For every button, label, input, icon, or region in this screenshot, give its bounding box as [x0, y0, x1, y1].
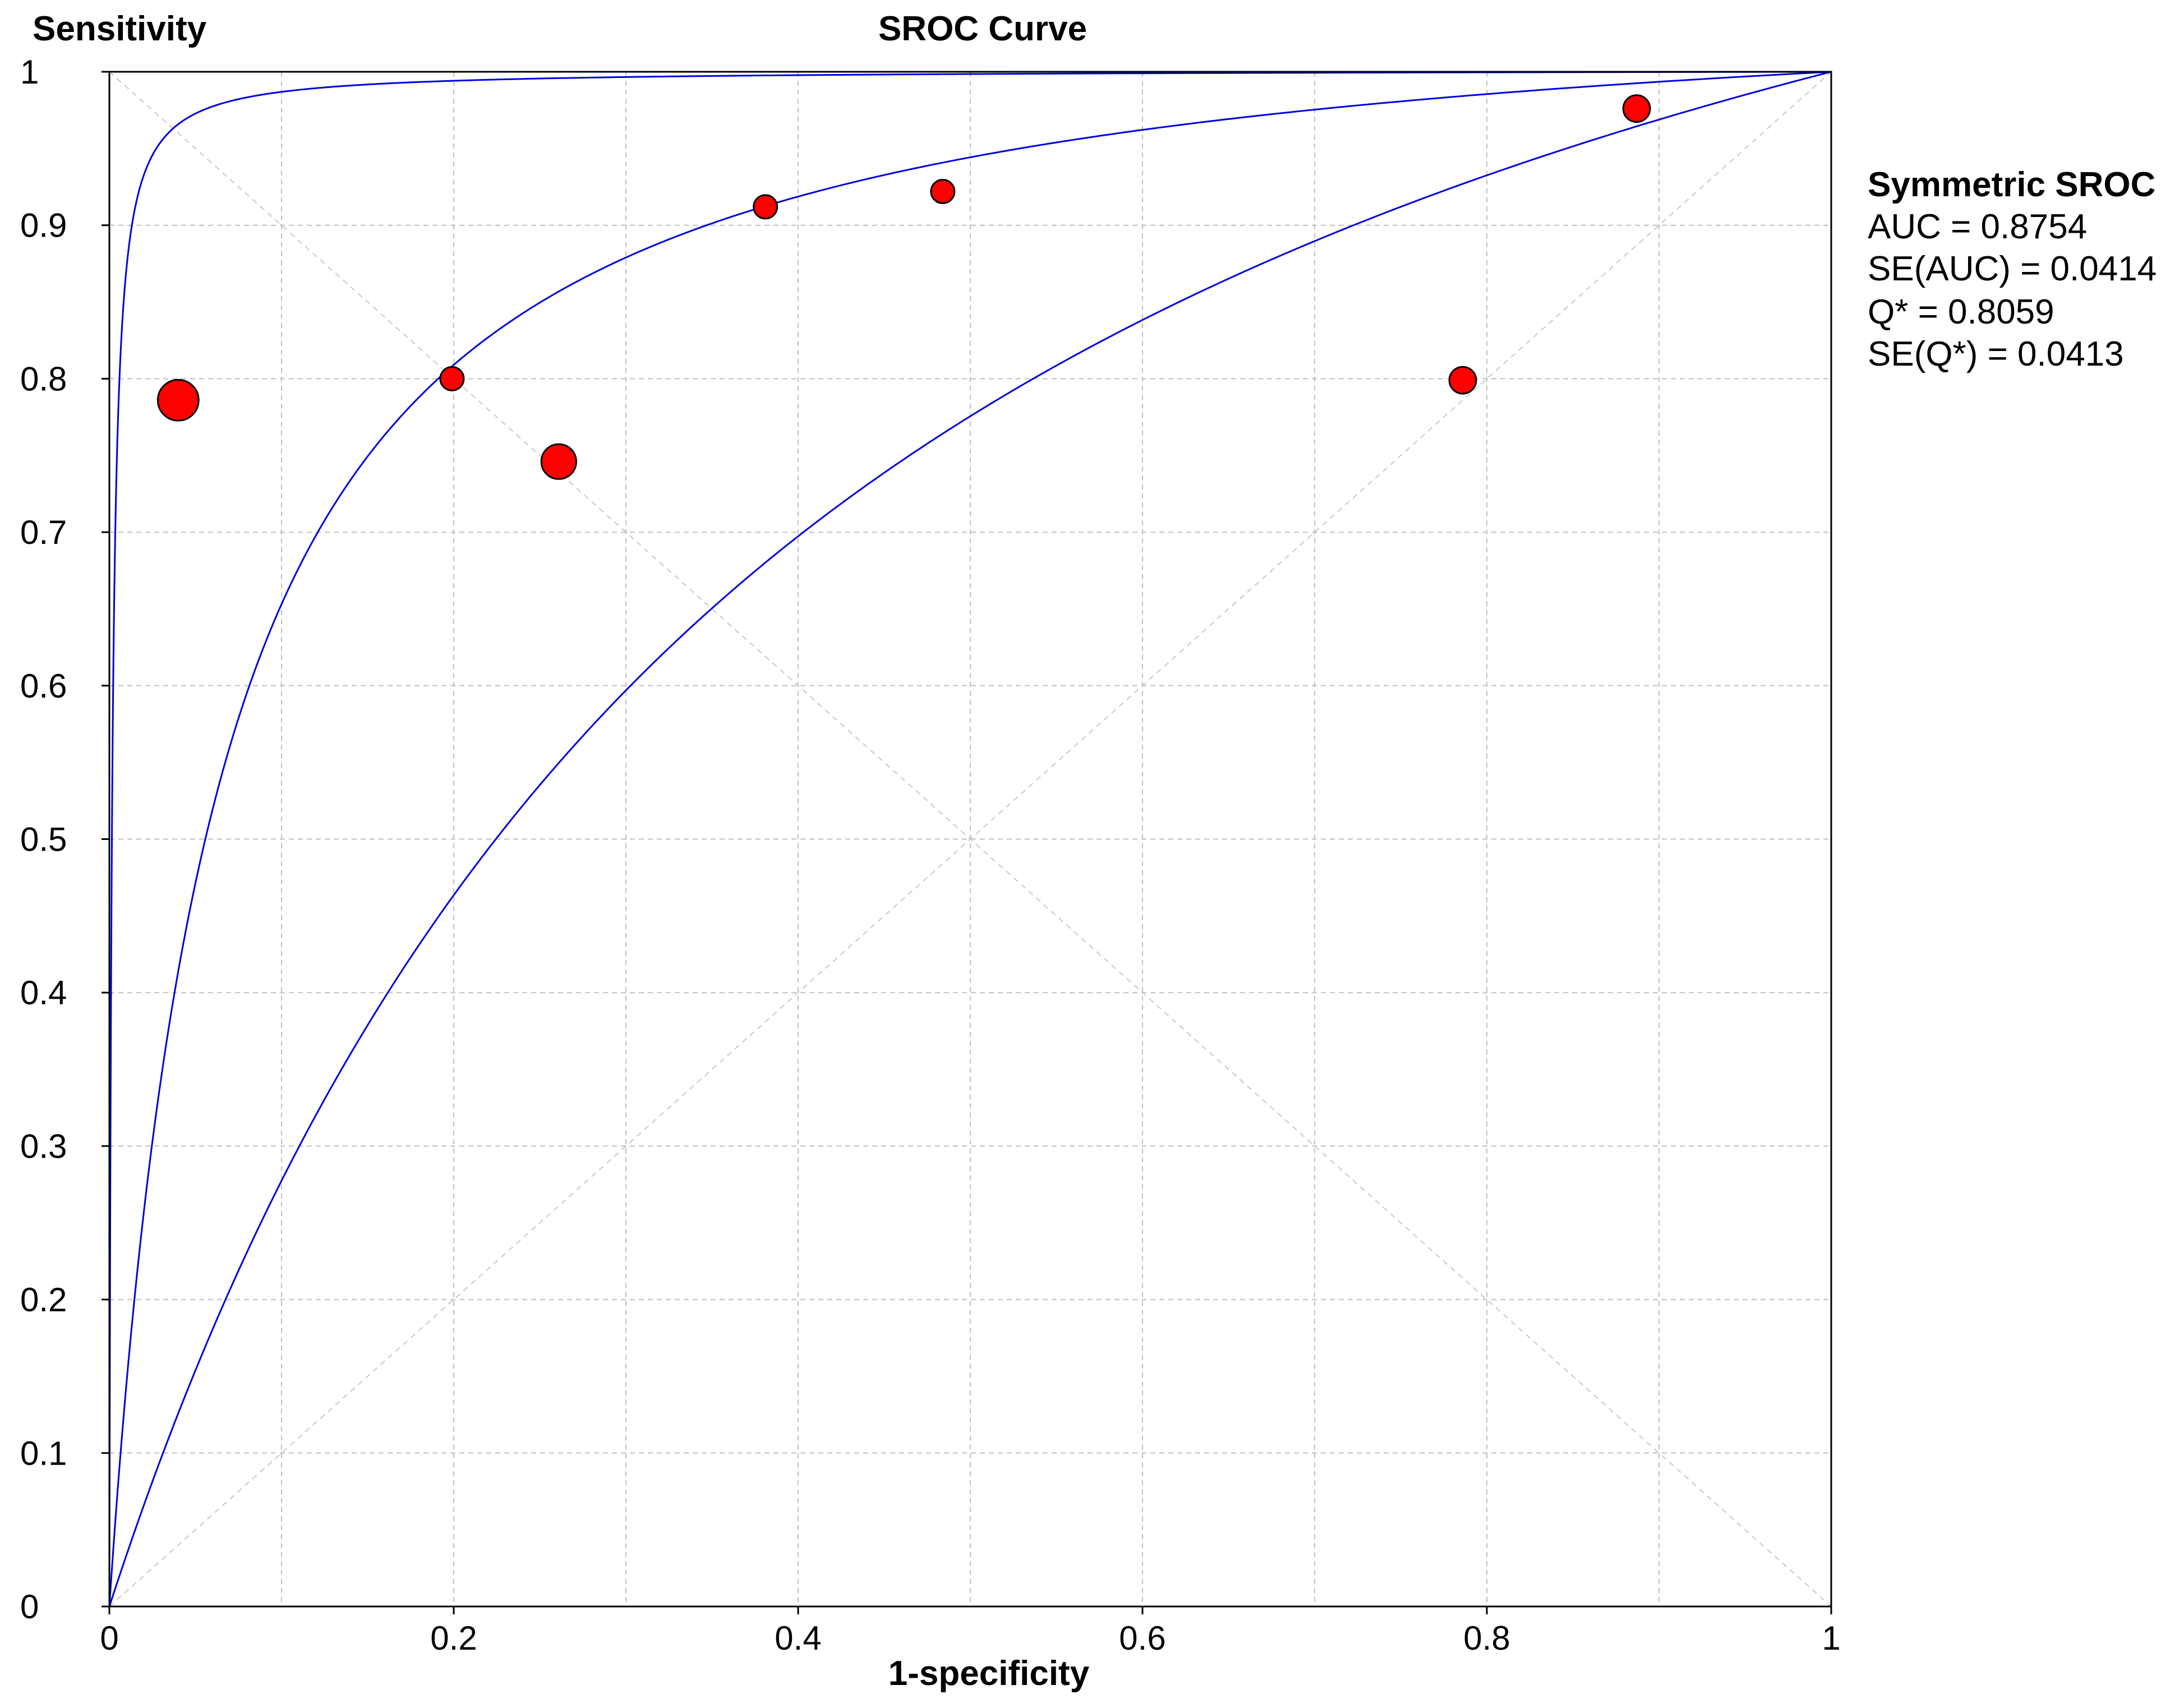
y-tick-label: 1 [20, 53, 39, 91]
x-tick-label: 0.8 [1463, 1619, 1510, 1657]
x-tick-label: 0.2 [430, 1619, 477, 1657]
y-tick-label: 0.7 [20, 514, 67, 551]
y-tick-label: 0.1 [20, 1434, 67, 1472]
x-tick-label: 0 [100, 1619, 118, 1657]
legend: Symmetric SROC AUC = 0.8754 SE(AUC) = 0.… [1868, 165, 2157, 373]
sroc-curve-lower [108, 71, 1832, 1608]
legend-se-auc: SE(AUC) = 0.0414 [1868, 250, 2157, 288]
y-tick-label: 0.9 [20, 207, 67, 244]
study-point-6 [1448, 366, 1477, 395]
study-point-5 [930, 178, 956, 204]
study-point-3 [540, 443, 577, 480]
x-axis-title: 1-specificity [888, 1654, 1090, 1693]
x-axis-ticks: 0 0.2 0.4 0.6 0.8 1 [100, 1606, 1841, 1657]
study-point-2 [439, 366, 465, 391]
y-tick-label: 0.4 [20, 974, 67, 1012]
study-points [156, 94, 1651, 480]
chart-title: SROC Curve [878, 10, 1087, 48]
x-tick-label: 0.6 [1119, 1619, 1165, 1657]
x-tick-label: 1 [1822, 1619, 1840, 1657]
y-axis-ticks: 0 0.1 0.2 0.3 0.4 0.5 0.6 0.7 0.8 0.9 1 [20, 53, 109, 1626]
legend-q-star: Q* = 0.8059 [1868, 293, 2054, 331]
legend-se-q-star: SE(Q*) = 0.0413 [1868, 335, 2124, 373]
sroc-curves [108, 71, 1832, 1608]
anti-diagonal-reference-line [109, 71, 1832, 1607]
y-tick-label: 0 [20, 1588, 39, 1626]
sroc-curve-upper [108, 71, 1832, 1606]
y-tick-label: 0.3 [20, 1128, 67, 1165]
legend-auc: AUC = 0.8754 [1868, 207, 2087, 246]
reference-lines [109, 71, 1832, 1607]
y-axis-title: Sensitivity [33, 10, 207, 48]
y-tick-label: 0.8 [20, 360, 67, 398]
y-tick-label: 0.5 [20, 821, 67, 858]
sroc-curve-sroc [108, 71, 1832, 1607]
y-tick-label: 0.2 [20, 1281, 67, 1319]
study-point-1 [156, 378, 200, 422]
y-tick-label: 0.6 [20, 667, 67, 705]
legend-title: Symmetric SROC [1868, 165, 2155, 204]
x-tick-label: 0.4 [775, 1619, 821, 1657]
study-point-4 [753, 194, 778, 220]
study-point-7 [1622, 94, 1651, 123]
